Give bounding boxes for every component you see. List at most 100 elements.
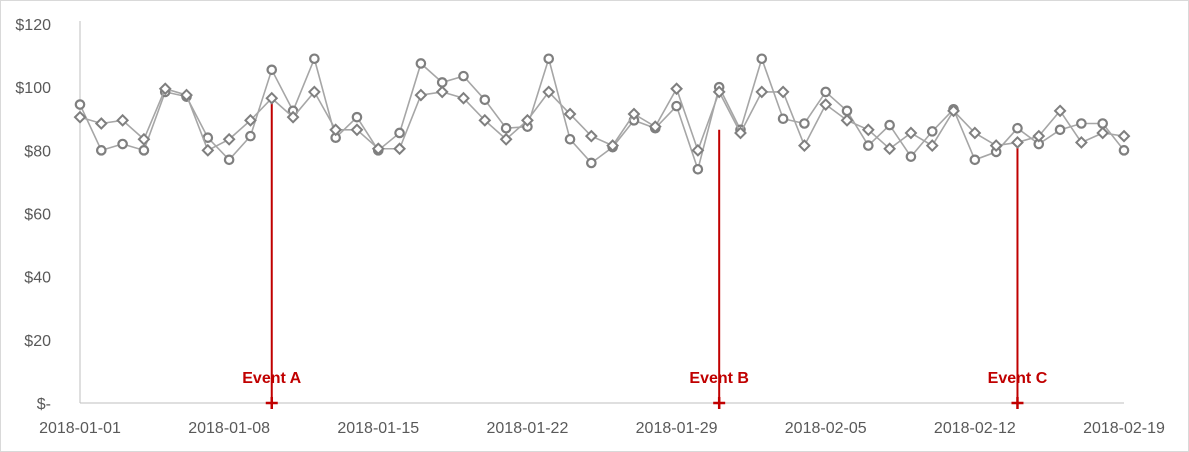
series-2-point — [414, 88, 428, 102]
y-tick-label: $100 — [15, 80, 51, 97]
series-2-point — [542, 85, 556, 99]
series-2-point — [222, 132, 236, 146]
series-1-point — [309, 53, 320, 65]
series-2-point — [819, 98, 833, 111]
series-2-point — [94, 117, 108, 130]
series-1-point — [564, 133, 576, 145]
series-2-point — [393, 142, 407, 156]
series-2-point — [1117, 129, 1131, 143]
series-1-point — [756, 53, 768, 65]
series-2-point — [627, 107, 641, 121]
event-c-label: Event C — [988, 370, 1048, 387]
series-2-point — [1011, 136, 1024, 149]
series-2-point — [116, 113, 130, 127]
series-2-point — [755, 85, 769, 99]
series-2-point — [1032, 129, 1046, 143]
series-2-point — [499, 132, 513, 146]
series-1-point — [479, 94, 491, 106]
event-a-label: Event A — [242, 370, 301, 387]
series-1-point — [905, 151, 917, 162]
series-1-point — [245, 130, 256, 142]
series-2-point — [158, 82, 172, 96]
tick-labels: $- $20 $40 $60 $80 $100 $120 2018-01-01 2018-01-… — [15, 17, 1165, 437]
series-1-point — [1076, 118, 1087, 129]
series-2-point — [691, 143, 705, 157]
series-2-point — [989, 139, 1003, 153]
series-1-point — [799, 118, 810, 129]
series-2-line — [79, 86, 1125, 153]
series-2-point — [201, 143, 215, 157]
series-1-point — [1054, 124, 1066, 136]
series-1-point — [436, 77, 448, 88]
series-1-point — [1118, 145, 1130, 156]
series-2-point — [73, 110, 87, 124]
x-tick-label: 2018-01-01 — [39, 420, 121, 437]
series-1-point — [415, 58, 427, 69]
series-1-point — [543, 53, 555, 65]
series-2-point — [606, 139, 620, 153]
series-1-point — [586, 157, 597, 169]
series-2-point — [968, 126, 982, 140]
series-1-point — [1012, 122, 1023, 134]
x-tick-label: 2018-01-29 — [636, 420, 718, 437]
series-1-point — [926, 126, 938, 137]
series-2-point — [521, 113, 534, 127]
series-2-point — [457, 91, 470, 105]
series-1-point — [96, 145, 107, 156]
series-1-line — [79, 55, 1125, 173]
series-1-point — [500, 122, 512, 134]
axes — [79, 21, 1124, 404]
x-tick-label: 2018-02-12 — [934, 420, 1016, 437]
y-tick-label: $40 — [24, 270, 51, 287]
series-2-point — [1053, 104, 1067, 118]
series-1-point — [117, 138, 128, 150]
series-2-point — [734, 126, 747, 140]
series-2-point — [329, 123, 343, 137]
series-1-point — [863, 140, 874, 151]
series-2-point — [180, 88, 193, 102]
series-2-point — [563, 107, 577, 121]
series — [73, 53, 1131, 175]
series-2-point — [925, 139, 939, 153]
series-1-point — [138, 145, 150, 156]
series-1-point — [777, 113, 789, 125]
y-tick-label: $- — [37, 396, 51, 413]
series-2-point — [797, 139, 811, 153]
x-tick-label: 2018-01-22 — [487, 420, 569, 437]
series-1-point — [671, 100, 682, 112]
series-2-point — [137, 132, 151, 146]
series-1-point — [394, 127, 405, 139]
x-tick-label: 2018-02-19 — [1083, 420, 1165, 437]
series-2-point — [947, 104, 960, 118]
series-1-point — [1097, 118, 1108, 129]
series-1-point — [841, 105, 853, 117]
series-2-point — [286, 110, 300, 124]
series-2-point — [648, 120, 662, 134]
series-2-point — [904, 126, 918, 140]
series-2-point — [265, 91, 279, 105]
y-tick-label: $20 — [24, 333, 51, 350]
y-tick-label: $80 — [24, 143, 51, 160]
series-1-point — [969, 154, 981, 166]
series-2-point — [584, 129, 598, 143]
x-tick-label: 2018-01-15 — [337, 420, 419, 437]
series-2-point — [670, 82, 683, 96]
series-1-point — [266, 64, 278, 76]
event-b-label: Event B — [689, 370, 749, 387]
series-2-point — [350, 123, 364, 137]
series-1-point — [820, 86, 832, 98]
series-1-point — [458, 70, 469, 82]
series-2-point — [861, 123, 875, 137]
series-2-point — [371, 142, 385, 156]
series-1-point — [351, 111, 363, 123]
series-1-point — [223, 154, 235, 166]
series-2-point — [840, 113, 854, 127]
series-2-point — [776, 85, 790, 99]
event-markers — [265, 98, 1024, 409]
series-1-point — [884, 119, 895, 131]
series-2-point — [883, 142, 897, 156]
series-2-point — [435, 85, 449, 99]
series-2-point — [244, 113, 257, 127]
series-1-point — [74, 99, 86, 110]
